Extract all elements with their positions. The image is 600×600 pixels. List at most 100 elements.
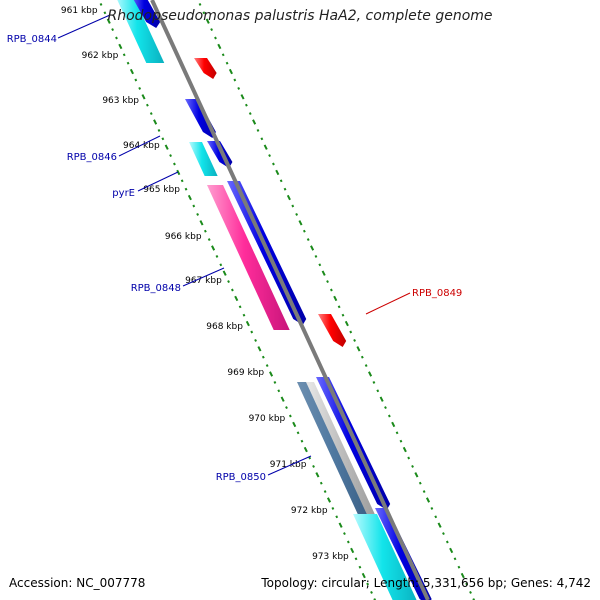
cds-cyan-block bbox=[117, 0, 165, 63]
inner-tick-mark bbox=[207, 238, 211, 242]
kbp-tick-label: 970 kbp bbox=[249, 414, 286, 424]
kbp-tick-label: 969 kbp bbox=[227, 368, 264, 378]
outer-tick-mark bbox=[283, 187, 287, 191]
inner-tick-mark bbox=[215, 254, 219, 258]
gene-label[interactable]: RPB_0844 bbox=[7, 34, 57, 45]
outer-tick-mark bbox=[198, 2, 202, 6]
inner-tick-mark bbox=[242, 313, 246, 317]
inner-tick-mark bbox=[138, 86, 142, 90]
outer-tick-mark bbox=[414, 472, 419, 478]
inner-tick-mark bbox=[288, 414, 292, 418]
outer-tick-mark bbox=[449, 547, 454, 554]
inner-tick-mark bbox=[129, 68, 134, 75]
inner-tick-mark bbox=[350, 547, 355, 554]
inner-tick-mark bbox=[277, 389, 281, 393]
inner-tick-mark bbox=[196, 212, 200, 216]
gene-label-leader bbox=[267, 455, 312, 476]
outer-tick-mark bbox=[453, 557, 457, 561]
gene-label[interactable]: RPB_0849 bbox=[412, 288, 462, 299]
inner-tick-mark bbox=[373, 598, 377, 600]
outer-tick-mark bbox=[260, 137, 264, 141]
inner-tick-mark bbox=[180, 179, 184, 183]
inner-tick-mark bbox=[169, 154, 172, 158]
outer-tick-mark bbox=[295, 212, 299, 216]
cds-pink-block bbox=[207, 185, 290, 330]
outer-tick-mark bbox=[337, 305, 341, 309]
cds-cyan-block bbox=[353, 514, 417, 600]
outer-tick-mark bbox=[472, 598, 476, 600]
inner-tick-ring bbox=[99, 2, 377, 600]
gene-label[interactable]: RPB_0848 bbox=[131, 283, 181, 294]
outer-tick-mark bbox=[437, 522, 442, 528]
kbp-tick-label: 968 kbp bbox=[206, 322, 243, 332]
inner-tick-mark bbox=[261, 355, 265, 359]
inner-tick-mark bbox=[285, 406, 288, 410]
inner-tick-mark bbox=[346, 540, 350, 544]
inner-tick-mark bbox=[370, 590, 373, 594]
genome-backbone bbox=[150, 0, 430, 600]
gene-label[interactable]: RPB_0846 bbox=[67, 152, 117, 163]
outer-tick-mark bbox=[263, 144, 268, 150]
inner-tick-mark bbox=[366, 582, 370, 586]
gene-label[interactable]: pyrE bbox=[112, 188, 135, 199]
gene-label-leader bbox=[182, 267, 225, 287]
outer-tick-mark bbox=[318, 263, 322, 267]
gene-label-leader bbox=[57, 14, 111, 39]
outer-tick-mark bbox=[418, 481, 422, 485]
gene-label-leader bbox=[137, 171, 179, 192]
outer-tick-mark bbox=[252, 119, 257, 125]
kbp-tick-labels: 961 kbp 962 kbp 963 kbp 964 kbp 965 kbp 966 k… bbox=[61, 6, 349, 562]
inner-tick-mark bbox=[303, 446, 308, 453]
inner-tick-mark bbox=[308, 456, 312, 460]
kbp-tick-label: 965 kbp bbox=[143, 185, 180, 195]
outer-tick-mark bbox=[445, 540, 449, 544]
inner-tick-mark bbox=[331, 506, 335, 510]
inner-tick-mark bbox=[161, 137, 165, 141]
inner-tick-mark bbox=[141, 94, 146, 100]
map-title: Rhodopseudomonas palustris HaA2, complet… bbox=[107, 8, 493, 24]
outer-tick-mark bbox=[286, 194, 291, 201]
kbp-tick-label: 961 kbp bbox=[61, 6, 98, 16]
outer-tick-mark bbox=[244, 103, 248, 107]
inner-tick-mark bbox=[245, 320, 250, 327]
outer-tick-mark bbox=[225, 61, 229, 65]
outer-tick-mark bbox=[368, 371, 373, 377]
outer-tick-mark bbox=[384, 406, 387, 410]
cds-reverse-block bbox=[318, 314, 347, 347]
inner-tick-mark bbox=[199, 220, 204, 226]
outer-tick-mark bbox=[430, 506, 434, 510]
outer-tick-mark bbox=[364, 364, 368, 368]
inner-tick-mark bbox=[184, 187, 188, 191]
kbp-tick-label: 964 kbp bbox=[123, 141, 160, 151]
inner-tick-mark bbox=[203, 229, 207, 233]
inner-tick-mark bbox=[315, 472, 320, 478]
inner-tick-mark bbox=[238, 305, 242, 309]
gene-label-leader bbox=[118, 135, 161, 157]
outer-tick-mark bbox=[217, 43, 222, 50]
outer-tick-mark bbox=[205, 18, 210, 24]
inner-tick-mark bbox=[134, 78, 138, 82]
inner-tick-mark bbox=[280, 396, 285, 402]
inner-tick-mark bbox=[164, 144, 169, 150]
outer-tick-mark bbox=[228, 68, 233, 75]
inner-tick-mark bbox=[106, 18, 111, 24]
inner-tick-mark bbox=[254, 338, 257, 342]
inner-tick-mark bbox=[354, 557, 358, 561]
outer-tick-mark bbox=[256, 128, 260, 132]
inner-tick-mark bbox=[361, 572, 366, 579]
outer-tick-mark bbox=[457, 565, 461, 569]
outer-tick-mark bbox=[314, 254, 318, 258]
inner-tick-mark bbox=[103, 11, 107, 15]
outer-tick-mark bbox=[279, 179, 283, 183]
inner-tick-mark bbox=[222, 270, 227, 276]
outer-tick-mark bbox=[360, 355, 364, 359]
outer-tick-mark bbox=[321, 270, 326, 276]
topology-label: Topology: circular; Length: 5,331,656 bp… bbox=[261, 576, 591, 590]
outer-tick-mark bbox=[298, 220, 303, 226]
outer-tick-mark bbox=[233, 78, 237, 82]
inner-tick-mark bbox=[323, 490, 327, 494]
inner-tick-mark bbox=[187, 194, 192, 201]
outer-tick-mark bbox=[376, 389, 380, 393]
gene-label[interactable]: RPB_0850 bbox=[216, 472, 266, 483]
